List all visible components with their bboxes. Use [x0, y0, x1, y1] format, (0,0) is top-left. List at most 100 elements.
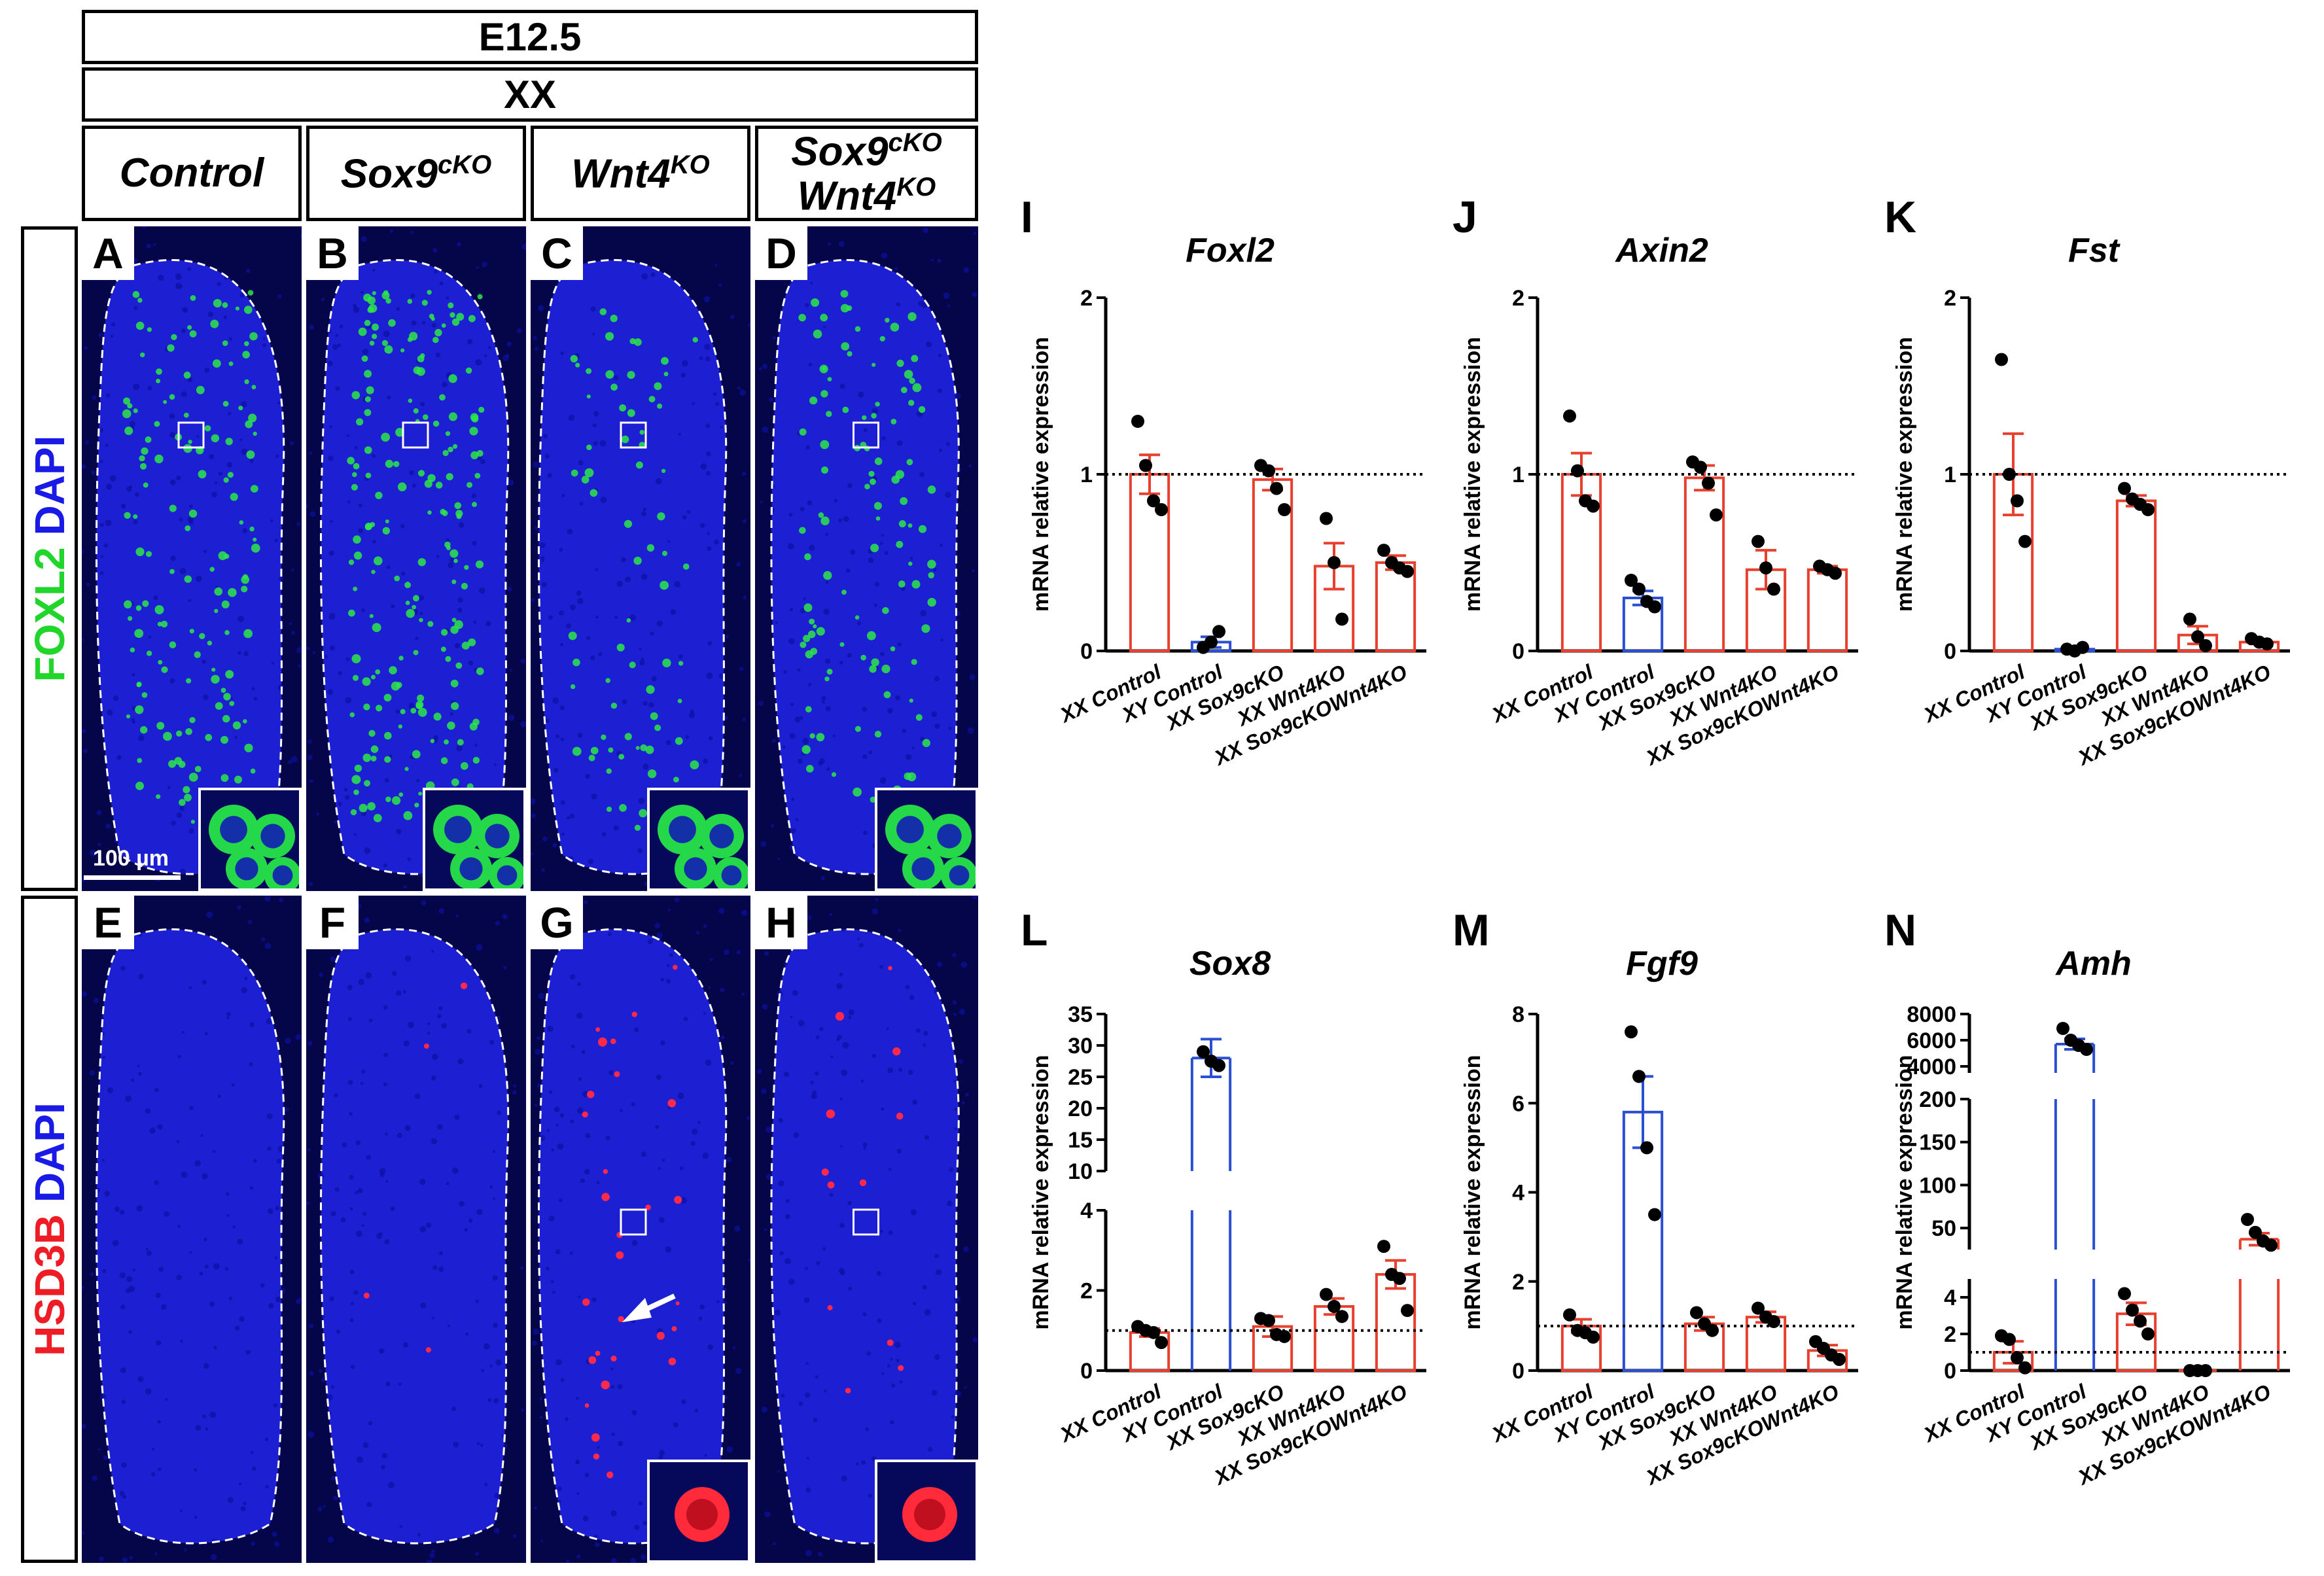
nucleus-speckle — [708, 986, 711, 989]
stain-label: DAPI — [26, 1102, 73, 1203]
nucleus-speckle — [350, 1365, 355, 1369]
foxl2-signal — [798, 313, 806, 322]
micrograph-panel-g: G — [531, 896, 750, 1563]
panel-letter: A — [82, 226, 134, 280]
inset-nucleus — [949, 865, 970, 886]
foxl2-signal — [158, 659, 163, 665]
nucleus-speckle — [446, 538, 450, 542]
foxl2-signal — [198, 470, 207, 479]
foxl2-signal — [864, 483, 870, 489]
nucleus-speckle — [584, 900, 588, 905]
nucleus-speckle — [487, 345, 491, 349]
nucleus-speckle — [211, 491, 217, 498]
nucleus-speckle — [863, 1147, 866, 1150]
nucleus-speckle — [924, 1308, 931, 1316]
gonad-outline — [319, 259, 510, 875]
foxl2-signal — [382, 527, 390, 534]
nucleus-speckle — [383, 1053, 388, 1057]
nucleus-speckle — [308, 1041, 313, 1046]
foxl2-signal — [253, 431, 257, 436]
nucleus-speckle — [670, 609, 677, 615]
foxl2-signal — [810, 648, 818, 655]
nucleus-speckle — [807, 500, 813, 506]
foxl2-signal — [194, 765, 202, 773]
nucleus-speckle — [451, 1406, 457, 1411]
nucleus-speckle — [131, 718, 135, 722]
nucleus-speckle — [204, 367, 210, 373]
nucleus-speckle — [622, 699, 627, 705]
foxl2-signal — [244, 341, 249, 347]
nucleus-speckle — [131, 1078, 135, 1082]
foxl2-signal — [654, 724, 661, 731]
nucleus-speckle — [797, 668, 801, 672]
foxl2-signal — [677, 699, 682, 703]
nucleus-speckle — [713, 392, 717, 396]
nucleus-speckle — [84, 346, 88, 351]
foxl2-signal — [190, 820, 195, 824]
nucleus-speckle — [641, 1151, 646, 1157]
foxl2-signal — [908, 561, 913, 566]
foxl2-signal — [420, 353, 425, 359]
nucleus-speckle — [602, 832, 607, 837]
hsd3b-signal — [668, 1357, 677, 1365]
foxl2-signal — [369, 614, 374, 618]
foxl2-signal — [840, 290, 849, 298]
foxl2-signal — [364, 780, 370, 787]
nucleus-speckle — [247, 920, 253, 924]
foxl2-signal — [146, 650, 152, 656]
hsd3b-signal — [888, 966, 892, 971]
nucleus-speckle — [584, 1473, 590, 1478]
nucleus-speckle — [290, 756, 298, 763]
foxl2-signal — [185, 525, 191, 531]
foxl2-signal — [349, 712, 355, 718]
nucleus-speckle — [426, 1559, 432, 1563]
hsd3b-signal — [674, 1196, 682, 1204]
nucleus-speckle — [790, 703, 794, 707]
y-tick-label: 4 — [1512, 1181, 1524, 1206]
nucleus-speckle — [937, 962, 943, 968]
nucleus-speckle — [457, 1059, 464, 1064]
nucleus-speckle — [350, 1302, 354, 1306]
data-point — [1563, 409, 1576, 423]
panel-letter: C — [531, 226, 583, 280]
nucleus-speckle — [658, 1166, 661, 1170]
nucleus-speckle — [561, 832, 565, 836]
nucleus-speckle — [920, 610, 927, 617]
nucleus-speckle — [585, 1133, 591, 1138]
nucleus-speckle — [361, 608, 366, 612]
foxl2-signal — [890, 646, 896, 652]
nucleus-speckle — [169, 413, 175, 419]
y-tick-label: 8000 — [1907, 1002, 1956, 1027]
nucleus-speckle — [661, 1158, 665, 1162]
nucleus-speckle — [494, 1493, 500, 1498]
foxl2-signal — [451, 618, 457, 623]
foxl2-signal — [626, 618, 631, 623]
nucleus-speckle — [547, 1025, 554, 1032]
foxl2-signal — [385, 459, 394, 468]
nucleus-speckle — [354, 446, 358, 449]
foxl2-signal — [907, 312, 917, 321]
foxl2-signal — [571, 469, 578, 477]
data-point — [1632, 1070, 1646, 1083]
gonad-outline — [319, 928, 510, 1545]
nucleus-speckle — [187, 377, 193, 383]
foxl2-signal — [678, 661, 684, 666]
hsd3b-signal — [614, 1071, 620, 1077]
nucleus-speckle — [908, 1070, 913, 1075]
marker-label: FOXL2 — [26, 547, 73, 682]
nucleus-speckle — [699, 356, 703, 360]
nucleus-speckle — [805, 1550, 812, 1556]
nucleus-speckle — [319, 972, 323, 977]
foxl2-signal — [472, 756, 480, 764]
nucleus-speckle — [579, 502, 584, 506]
panel-letter: H — [755, 896, 807, 949]
foxl2-signal — [222, 714, 230, 723]
nucleus-speckle — [896, 440, 903, 446]
nucleus-speckle — [610, 1367, 614, 1371]
foxl2-signal — [875, 402, 880, 407]
foxl2-signal — [211, 674, 220, 684]
nucleus-speckle — [342, 1142, 347, 1147]
nucleus-speckle — [399, 1525, 403, 1528]
nucleus-speckle — [151, 1448, 154, 1451]
zoom-region-box — [853, 421, 879, 449]
